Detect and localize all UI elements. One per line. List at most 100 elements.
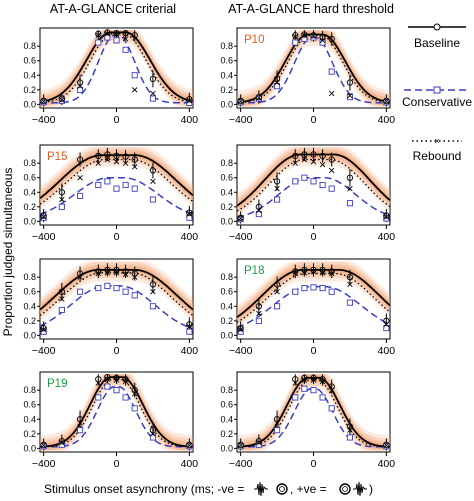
- panel-plot-area: [40, 261, 193, 335]
- baseline-point: [58, 189, 66, 196]
- conservative-point: [113, 285, 120, 292]
- baseline-point: [186, 441, 193, 448]
- rebound-point: [104, 31, 111, 37]
- conservative-point: [301, 35, 308, 42]
- baseline-point: [237, 97, 244, 104]
- conservative-point: [113, 37, 120, 44]
- legend-label-rebound: Rebound: [413, 149, 462, 163]
- conservative-point: [77, 427, 84, 434]
- baseline-point: [58, 437, 66, 445]
- y-tick-label: 0.8: [220, 385, 233, 395]
- x-axis-title: Stimulus onset asynchrony (ms; -ve = , +…: [44, 481, 373, 497]
- y-tick-label: 0.8: [23, 385, 36, 395]
- y-tick-label: 0.4: [23, 301, 36, 311]
- conservative-point: [122, 181, 129, 189]
- x-tick-label: 400: [181, 231, 199, 243]
- conservative-point: [58, 203, 65, 210]
- panel-participant-label: P10: [244, 34, 264, 46]
- baseline-point: [255, 437, 263, 445]
- baseline-point: [104, 151, 111, 158]
- uncertainty-band: [237, 147, 390, 214]
- baseline-point: [237, 441, 244, 448]
- x-tick-label: −400: [229, 114, 253, 126]
- conservative-point: [346, 94, 353, 101]
- conservative-point: [131, 405, 138, 412]
- y-tick-label: 0.6: [23, 56, 36, 66]
- baseline-point: [273, 416, 281, 423]
- y-tick-label: 0.4: [220, 70, 233, 80]
- rebound-point: [383, 214, 390, 220]
- rebound-point: [256, 310, 262, 317]
- conservative-point: [40, 214, 47, 221]
- y-tick-label: 0.2: [23, 202, 36, 212]
- rebound-curve: [237, 158, 390, 212]
- x-tick-label: 400: [378, 458, 396, 470]
- conservative-point: [328, 185, 335, 192]
- x-tick-label: 0: [114, 458, 120, 470]
- baseline-point: [40, 212, 47, 219]
- x-axis-title-text: Stimulus onset asynchrony (ms; -ve =: [44, 482, 244, 496]
- conservative-point: [301, 285, 308, 292]
- y-tick-label: 0.4: [220, 301, 233, 311]
- y-tick-label: 0.8: [220, 158, 233, 168]
- x-axis-title-middle: , +ve =: [290, 482, 327, 496]
- baseline-point: [237, 214, 244, 221]
- baseline-point: [104, 373, 111, 381]
- baseline-point: [131, 270, 138, 277]
- baseline-point: [319, 266, 326, 274]
- baseline-point: [310, 32, 317, 39]
- y-axis-title: Proportion judged simultaneous: [1, 168, 15, 337]
- panel-3-1: −400 0 400 0.0 0.2 0.4 0.6 0.8: [220, 371, 396, 470]
- rebound-point: [310, 268, 317, 275]
- rebound-point: [186, 211, 193, 217]
- rebound-point: [328, 270, 335, 277]
- uncertainty-band: [237, 261, 390, 326]
- baseline-point: [310, 266, 317, 274]
- uncertainty-band: [40, 150, 193, 204]
- conservative-point: [383, 325, 390, 332]
- baseline-point: [346, 174, 354, 181]
- baseline-point: [113, 152, 120, 160]
- baseline-point: [131, 32, 138, 39]
- baseline-point: [328, 383, 335, 390]
- panel-plot-area: [237, 30, 390, 107]
- x-tick-label: 400: [181, 114, 199, 126]
- conservative-point: [95, 181, 102, 189]
- panel-participant-label: P15: [47, 151, 67, 163]
- auditory-leading-icon: [254, 481, 288, 497]
- rebound-point: [150, 90, 156, 97]
- rebound-point: [186, 98, 193, 104]
- baseline-point: [149, 427, 157, 434]
- rebound-point: [274, 185, 280, 192]
- legend-item-baseline: Baseline: [408, 23, 466, 50]
- rebound-point: [95, 270, 102, 277]
- rebound-point: [319, 378, 326, 385]
- conservative-point: [95, 39, 102, 46]
- y-tick-label: 0.2: [220, 316, 233, 326]
- y-tick-label: 0.8: [23, 272, 36, 282]
- baseline-point: [319, 376, 326, 383]
- y-tick-label: 0.0: [220, 99, 233, 109]
- conservative-point: [58, 97, 65, 104]
- x-tick-label: 0: [114, 345, 120, 357]
- rebound-point: [59, 97, 65, 103]
- rebound-point: [347, 281, 353, 288]
- conservative-curve: [40, 176, 193, 215]
- visual-leading-icon: [339, 481, 367, 497]
- conservative-point: [346, 434, 353, 441]
- x-tick-label: 0: [311, 345, 317, 357]
- rebound-point: [122, 378, 129, 385]
- panel-grid: −400 0 400 0.0 0.2 0.4 0.6 0.8 −400 0 400 0.0 0.2 0.4…: [23, 27, 396, 470]
- rebound-point: [328, 167, 335, 174]
- x-tick-label: 400: [181, 458, 199, 470]
- panel-plot-area: [237, 147, 390, 224]
- baseline-point: [40, 441, 47, 448]
- column-title-left: AT-A-GLANCE criterial: [50, 2, 176, 16]
- baseline-point: [58, 288, 66, 295]
- panel-0-1: −400 0 400 0.0 0.2 0.4 0.6 0.8 P10: [220, 27, 396, 126]
- baseline-point: [255, 203, 263, 210]
- baseline-point: [310, 374, 317, 381]
- rebound-point: [77, 175, 83, 181]
- uncertainty-band: [40, 30, 193, 107]
- x-tick-label: 400: [378, 114, 396, 126]
